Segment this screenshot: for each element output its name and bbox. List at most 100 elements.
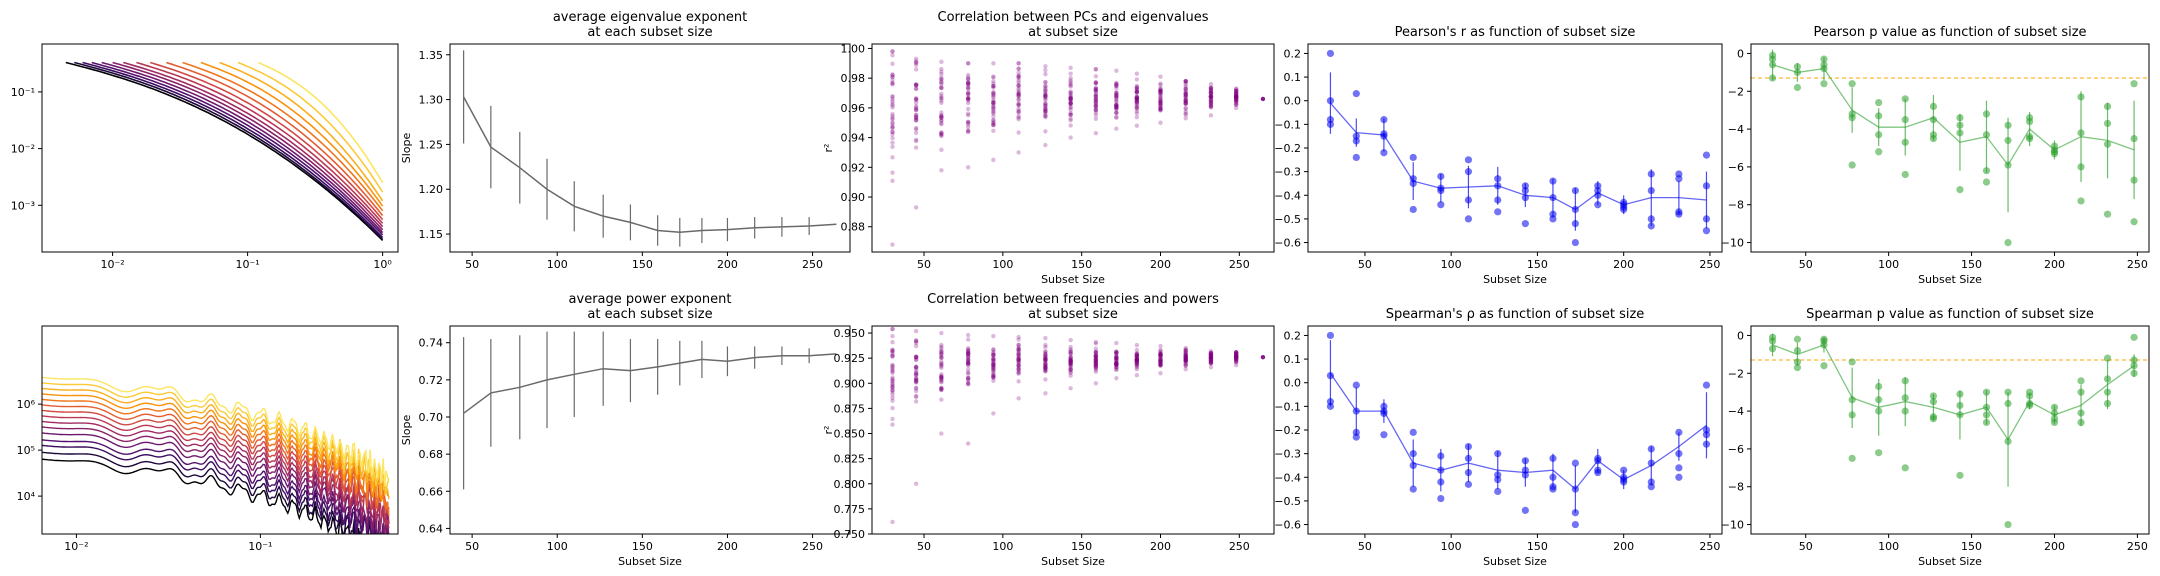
r2-point bbox=[1208, 352, 1214, 357]
x-tick-label: 150 bbox=[1961, 258, 1982, 271]
r2-point bbox=[1233, 357, 1239, 362]
r2-point bbox=[1016, 93, 1021, 98]
r2-point bbox=[1158, 358, 1163, 363]
r2-point bbox=[1158, 357, 1163, 362]
r2-point bbox=[1043, 92, 1048, 97]
y-tick-label: 0.900 bbox=[834, 377, 866, 390]
r2-point bbox=[1016, 371, 1021, 376]
r2-point bbox=[1208, 101, 1214, 106]
r2-point bbox=[1093, 341, 1099, 346]
r2-point bbox=[991, 374, 996, 380]
r2-point bbox=[965, 360, 971, 366]
r2-point bbox=[939, 355, 944, 360]
r2-point bbox=[890, 375, 895, 380]
r2-point bbox=[1183, 357, 1188, 362]
r2-point bbox=[1134, 353, 1140, 358]
r2-point bbox=[1233, 102, 1239, 107]
x-tick-label: 10⁻² bbox=[100, 258, 124, 271]
r2-point bbox=[1134, 96, 1140, 102]
spectrum-line bbox=[42, 398, 390, 516]
r2-point bbox=[1183, 367, 1188, 372]
r2-point bbox=[1093, 88, 1099, 93]
r2-point bbox=[890, 353, 895, 358]
r2-point bbox=[1158, 99, 1163, 105]
r2-point bbox=[1093, 349, 1099, 355]
r2-point bbox=[1134, 357, 1140, 362]
r2-point bbox=[939, 355, 944, 360]
r2-point bbox=[913, 377, 919, 382]
r2-point bbox=[913, 388, 919, 394]
r2-point bbox=[1093, 359, 1099, 365]
plot-area bbox=[65, 61, 384, 241]
r2-point bbox=[1068, 358, 1073, 363]
r2-point bbox=[1068, 350, 1073, 355]
r2-point bbox=[1134, 357, 1140, 363]
spectrum-line bbox=[42, 415, 390, 529]
r2-point bbox=[1068, 83, 1073, 88]
r2-point bbox=[991, 333, 996, 339]
r2-point bbox=[1016, 109, 1021, 115]
r2-point bbox=[1233, 89, 1239, 95]
r2-point bbox=[1068, 358, 1073, 364]
r2-point bbox=[1068, 94, 1073, 99]
r2-point bbox=[991, 120, 996, 125]
r2-point bbox=[890, 144, 895, 150]
r2-point bbox=[1233, 362, 1239, 368]
r2-point bbox=[1183, 101, 1188, 106]
r2-point bbox=[1114, 102, 1119, 107]
r2-point bbox=[1093, 362, 1099, 368]
r2-point bbox=[1134, 83, 1140, 89]
r2-point bbox=[1114, 68, 1119, 73]
r2-point bbox=[913, 376, 919, 381]
r2-point bbox=[890, 135, 895, 141]
r2-point bbox=[1114, 83, 1119, 89]
r2-point bbox=[1016, 92, 1021, 97]
r2-point bbox=[1158, 90, 1163, 96]
r2-point bbox=[1093, 80, 1099, 85]
y-tick-label: 0 bbox=[1737, 329, 1744, 342]
r2-point bbox=[1208, 93, 1214, 99]
x-tick-label: 150 bbox=[1961, 540, 1982, 553]
r2-point bbox=[1068, 110, 1073, 116]
spectrum-line bbox=[257, 61, 384, 184]
r2-point bbox=[939, 386, 944, 391]
r2-point bbox=[991, 378, 996, 383]
r2-point bbox=[939, 147, 944, 153]
axes-frame bbox=[871, 325, 1275, 535]
r2-point bbox=[1043, 369, 1048, 374]
x-tick-label: 50 bbox=[465, 258, 479, 271]
r2-point bbox=[1134, 104, 1140, 109]
r2-point bbox=[1158, 363, 1163, 368]
r2-point bbox=[1158, 81, 1163, 86]
r2-point bbox=[1158, 86, 1163, 91]
r2-point bbox=[913, 107, 919, 113]
r2-point bbox=[1134, 89, 1140, 95]
r2-point bbox=[1068, 361, 1073, 366]
r2-point bbox=[890, 392, 895, 397]
r2-point bbox=[1134, 361, 1140, 367]
r2-point bbox=[913, 86, 919, 92]
r2-point bbox=[1183, 91, 1188, 96]
r2-point bbox=[1158, 93, 1163, 98]
r2-point bbox=[965, 98, 971, 103]
r2-point bbox=[1233, 97, 1239, 102]
r2-point bbox=[1158, 352, 1163, 357]
r2-point bbox=[1183, 90, 1188, 95]
y-tick-label: −0.6 bbox=[1274, 237, 1301, 250]
r2-point bbox=[1158, 347, 1163, 353]
y-tick-label: −0.1 bbox=[1274, 400, 1301, 413]
r2-point bbox=[1043, 97, 1048, 102]
r2-point bbox=[1208, 359, 1214, 364]
r2-point bbox=[1068, 356, 1073, 362]
r2-point bbox=[1114, 358, 1119, 364]
r2-point bbox=[890, 378, 895, 383]
r2-point bbox=[1093, 360, 1099, 365]
r2-point bbox=[1043, 353, 1048, 359]
r2-point bbox=[1016, 351, 1021, 357]
r2-point bbox=[1233, 358, 1239, 363]
trial-point bbox=[1352, 433, 1360, 441]
r2-point bbox=[1016, 346, 1021, 352]
r2-point bbox=[965, 381, 971, 386]
r2-point bbox=[1158, 99, 1163, 104]
r2-point bbox=[1208, 355, 1214, 360]
